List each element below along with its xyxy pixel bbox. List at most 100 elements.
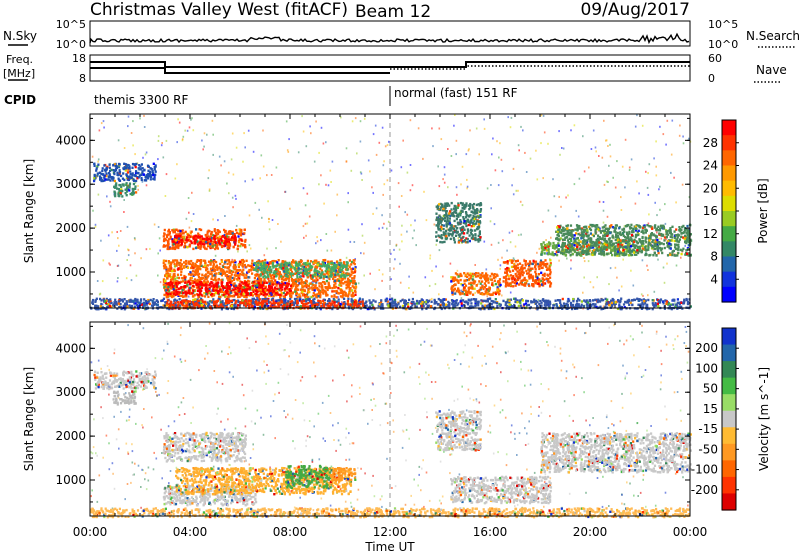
heatmap-cell: [128, 186, 131, 189]
heatmap-cell: [272, 305, 275, 309]
heatmap-cell: [331, 307, 334, 311]
heatmap-cell: [405, 307, 408, 311]
heatmap-cell: [123, 183, 126, 186]
heatmap-cell: [547, 301, 550, 304]
heatmap-cell: [237, 275, 240, 279]
heatmap-cell: [331, 300, 334, 303]
heatmap-cell: [338, 284, 341, 287]
heatmap-cell: [214, 276, 217, 279]
heatmap-cell: [243, 279, 246, 283]
heatmap-cell: [130, 279, 133, 282]
heatmap-cell: [273, 286, 276, 289]
heatmap-cell: [189, 230, 192, 233]
heatmap-cell: [183, 237, 186, 240]
heatmap-cell: [248, 292, 251, 295]
heatmap-cell: [198, 290, 201, 293]
heatmap-cell: [191, 191, 193, 194]
heatmap-cell: [125, 190, 129, 193]
heatmap-cell: [652, 248, 655, 251]
heatmap-cell: [273, 269, 276, 273]
heatmap-cell: [578, 299, 581, 302]
heatmap-cell: [359, 302, 362, 305]
heatmap-cell: [535, 149, 537, 152]
heatmap-cell: [134, 171, 138, 175]
heatmap-cell: [614, 186, 617, 189]
heatmap-cell: [412, 300, 415, 304]
heatmap-cell: [675, 201, 677, 204]
heatmap-cell: [118, 299, 121, 303]
heatmap-cell: [346, 285, 349, 289]
heatmap-cell: [164, 279, 167, 282]
heatmap-cell: [351, 285, 354, 288]
heatmap-cell: [400, 233, 403, 236]
heatmap-cell: [177, 229, 180, 233]
heatmap-cell: [360, 252, 362, 255]
heatmap-cell: [361, 223, 363, 226]
heatmap-cell: [94, 300, 97, 303]
heatmap-cell: [113, 163, 117, 166]
heatmap-cell: [442, 178, 444, 181]
heatmap-cell: [381, 279, 383, 282]
heatmap-cell: [230, 273, 233, 276]
heatmap-cell: [517, 189, 519, 192]
heatmap-cell: [514, 245, 517, 248]
heatmap-cell: [190, 302, 194, 306]
heatmap-cell: [365, 304, 368, 307]
heatmap-cell: [199, 245, 202, 249]
heatmap-cell: [256, 270, 259, 273]
heatmap-cell: [421, 301, 424, 304]
heatmap-cell: [100, 176, 103, 180]
heatmap-cell: [613, 302, 616, 306]
heatmap-cell: [349, 240, 352, 243]
heatmap-cell: [448, 302, 451, 305]
heatmap-cell: [493, 307, 496, 311]
heatmap-cell: [200, 297, 203, 300]
heatmap-cell: [492, 301, 495, 304]
heatmap-cell: [104, 170, 107, 173]
heatmap-cell: [254, 287, 258, 291]
heatmap-cell: [367, 159, 370, 162]
heatmap-cell: [315, 307, 318, 310]
heatmap-cell: [616, 276, 618, 279]
freq-left-tick-bottom: 8: [79, 72, 86, 85]
heatmap-cell: [180, 241, 183, 245]
heatmap-cell: [536, 306, 539, 309]
heatmap-cell: [200, 293, 203, 297]
heatmap-cell: [196, 270, 199, 273]
heatmap-cell: [121, 298, 124, 301]
heatmap-cell: [243, 281, 247, 284]
heatmap-cell: [172, 293, 175, 297]
heatmap-cell: [167, 260, 170, 263]
heatmap-cell: [308, 297, 311, 301]
heatmap-cell: [481, 304, 484, 308]
heatmap-cell: [248, 280, 251, 283]
heatmap-cell: [369, 301, 372, 305]
heatmap-cell: [270, 282, 273, 285]
heatmap-cell: [320, 273, 323, 276]
heatmap-cell: [340, 116, 342, 119]
heatmap-cell: [391, 297, 394, 300]
heatmap-cell: [336, 291, 339, 295]
heatmap-cell: [289, 294, 292, 297]
heatmap-cell: [203, 132, 206, 135]
heatmap-cell: [248, 286, 251, 289]
heatmap-cell: [280, 273, 283, 276]
heatmap-cell: [199, 292, 202, 295]
cpid-panel: CPID themis 3300 RF normal (fast) 151 RF: [4, 86, 518, 107]
heatmap-cell: [188, 243, 192, 246]
heatmap-cell: [246, 293, 249, 296]
heatmap-cell: [234, 265, 237, 269]
heatmap-cell: [199, 261, 203, 264]
heatmap-cell: [501, 256, 503, 259]
heatmap-cell: [212, 218, 214, 221]
heatmap-cell: [262, 293, 265, 297]
heatmap-cell: [536, 178, 539, 181]
heatmap-cell: [176, 259, 179, 262]
heatmap-cell: [545, 299, 548, 302]
heatmap-cell: [573, 183, 576, 186]
heatmap-cell: [381, 214, 383, 217]
heatmap-cell: [406, 230, 408, 233]
frequency-panel: Freq. [MHz] 18 8 60 0 Nave: [3, 52, 787, 85]
heatmap-cell: [127, 254, 130, 257]
heatmap-cell: [221, 272, 224, 275]
